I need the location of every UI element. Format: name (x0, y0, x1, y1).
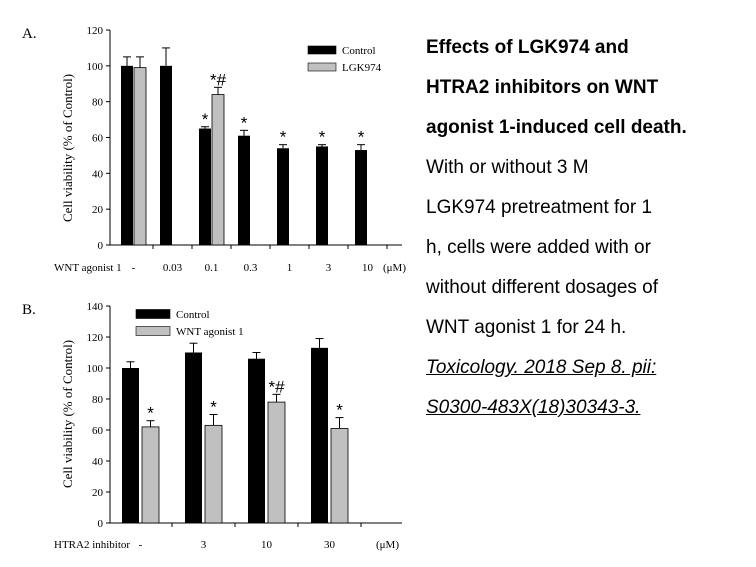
panel-b-label: B. (22, 302, 36, 318)
bar (267, 401, 286, 524)
y-tick-label: 60 (92, 133, 104, 145)
caption-title-line: HTRA2 inhibitors on WNT (426, 77, 659, 98)
x-tick-label: 3 (326, 262, 332, 274)
panel-a-plot: 0 20 40 60 80 100 120 - 0.03 0.1 * *# 0.3 * 1 * 3 * 10 * Con… (87, 25, 402, 274)
y-tick-label: 100 (87, 61, 104, 73)
y-tick-label: 120 (87, 332, 104, 344)
citation-link[interactable]: S0300-483X(18)30343-3. (426, 397, 641, 418)
significance-mark: * (241, 113, 248, 132)
legend-label: Control (342, 45, 376, 57)
x-tick-label: 3 (201, 539, 207, 551)
bar (211, 94, 225, 246)
bar (238, 135, 250, 245)
panel-a-unit: (μM) (383, 262, 406, 274)
panel-b-unit: (μM) (376, 539, 399, 551)
legend-label: Control (176, 309, 210, 321)
caption-body-line: WNT agonist 1 for 24 h. (426, 317, 627, 338)
bar (277, 148, 289, 245)
x-tick-label: - (132, 262, 136, 274)
y-tick-label: 140 (87, 301, 104, 313)
bar (141, 426, 160, 524)
significance-mark: * (202, 110, 209, 129)
panel-b-x-axis-label: HTRA2 inhibitor (54, 539, 130, 551)
legend-label: LGK974 (342, 62, 382, 74)
legend-swatch (307, 45, 337, 55)
caption-body-line: LGK974 pretreatment for 1 (426, 197, 653, 218)
legend-swatch (307, 62, 337, 72)
bar (355, 150, 367, 245)
bar (204, 424, 223, 524)
bar (316, 146, 328, 245)
bar (185, 352, 202, 523)
y-tick-label: 40 (92, 168, 104, 180)
significance-mark: * (280, 128, 287, 147)
y-tick-label: 40 (92, 456, 104, 468)
bar (330, 428, 349, 524)
bar (199, 128, 211, 245)
y-tick-label: 20 (92, 487, 104, 499)
y-tick-label: 100 (87, 363, 104, 375)
x-tick-label: 10 (362, 262, 374, 274)
x-tick-label: 0.03 (163, 262, 183, 274)
significance-mark: * (147, 404, 154, 423)
bar (122, 368, 139, 523)
caption-body-line: without different dosages of (426, 277, 659, 298)
panel-b-y-axis-label: Cell viability (% of Control) (60, 340, 75, 488)
y-tick-label: 20 (92, 204, 104, 216)
figure-panels: A. Cell viability (% of Control) WNT ago… (22, 25, 406, 551)
panel-a-label: A. (22, 26, 37, 42)
significance-mark: * (358, 128, 365, 147)
panel-b-plot: 0 20 40 60 80 100 120 140 - * 3 * 10 *# 30 * Control WNT … (87, 301, 402, 551)
caption-body-line: With or without 3 M (426, 157, 589, 178)
significance-mark: * (210, 398, 217, 417)
y-tick-label: 60 (92, 425, 104, 437)
x-tick-label: 0.3 (244, 262, 258, 274)
caption-title-line: Effects of LGK974 and (426, 37, 629, 58)
caption-title-line: agonist 1-induced cell death. (426, 117, 687, 138)
y-tick-label: 0 (98, 240, 104, 252)
legend-label: WNT agonist 1 (176, 326, 244, 338)
bar (311, 347, 328, 523)
x-tick-label: 30 (324, 539, 336, 551)
y-tick-label: 0 (98, 518, 104, 530)
significance-mark: *# (268, 377, 285, 396)
bar (121, 65, 133, 245)
significance-mark: * (336, 401, 343, 420)
citation-link[interactable]: Toxicology. 2018 Sep 8. pii: (426, 357, 657, 378)
legend-swatch (135, 326, 171, 336)
bar (248, 358, 265, 523)
y-tick-label: 120 (87, 25, 104, 37)
x-tick-label: 1 (287, 262, 293, 274)
bar (133, 67, 147, 246)
bar (160, 65, 172, 245)
caption-body-line: h, cells were added with or (426, 237, 651, 258)
significance-mark: * (319, 128, 326, 147)
x-tick-label: - (139, 539, 143, 551)
y-tick-label: 80 (92, 394, 104, 406)
x-tick-label: 0.1 (205, 262, 219, 274)
panel-a-y-axis-label: Cell viability (% of Control) (60, 74, 75, 222)
figure-caption: Effects of LGK974 and HTRA2 inhibitors o… (426, 28, 756, 428)
x-tick-label: 10 (261, 539, 273, 551)
legend-swatch (135, 309, 171, 319)
significance-mark: *# (210, 70, 227, 89)
y-tick-label: 80 (92, 97, 104, 109)
panel-a-x-axis-label: WNT agonist 1 (54, 262, 122, 274)
